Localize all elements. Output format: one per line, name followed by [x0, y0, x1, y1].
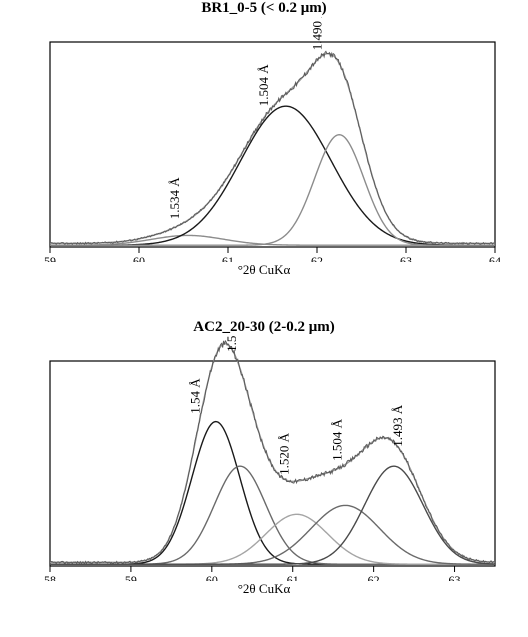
- chart-svg: 59 60 61 62 63 64 1.534 Å 1.504 Å 1.490 Å: [0, 17, 528, 262]
- peak-label-3: 1.504 Å: [329, 418, 344, 461]
- x-tick-label: 63: [400, 254, 412, 262]
- panel-title: AC2_20-30 (2-0.2 μm): [0, 319, 528, 336]
- x-tick-label: 60: [133, 254, 145, 262]
- plot-border: [50, 361, 495, 566]
- fit-line: [50, 54, 495, 244]
- x-tick-label: 60: [206, 573, 218, 581]
- peak-label-0: 1.54 Å: [188, 377, 203, 413]
- peak-label-1: 1.504 Å: [256, 64, 271, 107]
- plot-border: [50, 42, 495, 247]
- chart-panel-top: BR1_0-5 (< 0.2 μm) 59 60 61 62 63 64 1.534 Å 1.5…: [0, 0, 528, 319]
- peak-label-0: 1.534 Å: [167, 177, 182, 220]
- peak-label-2: 1.520 Å: [277, 432, 292, 475]
- peak-curve-1: [50, 106, 495, 245]
- chart-panel-bottom: AC2_20-30 (2-0.2 μm) 58 59 60 61 62 63 1.54 Å 1.…: [0, 319, 528, 637]
- fit-line: [50, 343, 495, 562]
- figure-container: BR1_0-5 (< 0.2 μm) 59 60 61 62 63 64 1.534 Å 1.5…: [0, 0, 528, 637]
- x-axis-label: °2θ CuKα: [0, 262, 528, 278]
- x-axis-label: °2θ CuKα: [0, 581, 528, 597]
- peak-label-2: 1.490 Å: [309, 17, 324, 50]
- peak-curve-2: [50, 135, 495, 246]
- x-tick-label: 62: [368, 573, 380, 581]
- x-tick-label: 61: [222, 254, 234, 262]
- peak-curve-0: [50, 421, 495, 564]
- x-tick-label: 64: [489, 254, 501, 262]
- data-line: [50, 340, 495, 563]
- x-tick-label: 61: [287, 573, 299, 581]
- x-tick-label: 63: [449, 573, 461, 581]
- peak-label-1: 1.534 Å: [224, 336, 239, 352]
- x-tick-label: 59: [125, 573, 137, 581]
- peak-curve-4: [50, 466, 495, 564]
- panel-title: BR1_0-5 (< 0.2 μm): [0, 0, 528, 17]
- peak-curve-2: [50, 514, 495, 564]
- peak-label-4: 1.493 Å: [390, 404, 405, 447]
- x-tick-label: 62: [311, 254, 323, 262]
- x-tick-label: 59: [44, 254, 56, 262]
- data-line: [50, 51, 495, 244]
- x-tick-label: 58: [44, 573, 56, 581]
- chart-svg: 58 59 60 61 62 63 1.54 Å 1.534 Å 1.520 Å 1.504 Å 1…: [0, 336, 528, 581]
